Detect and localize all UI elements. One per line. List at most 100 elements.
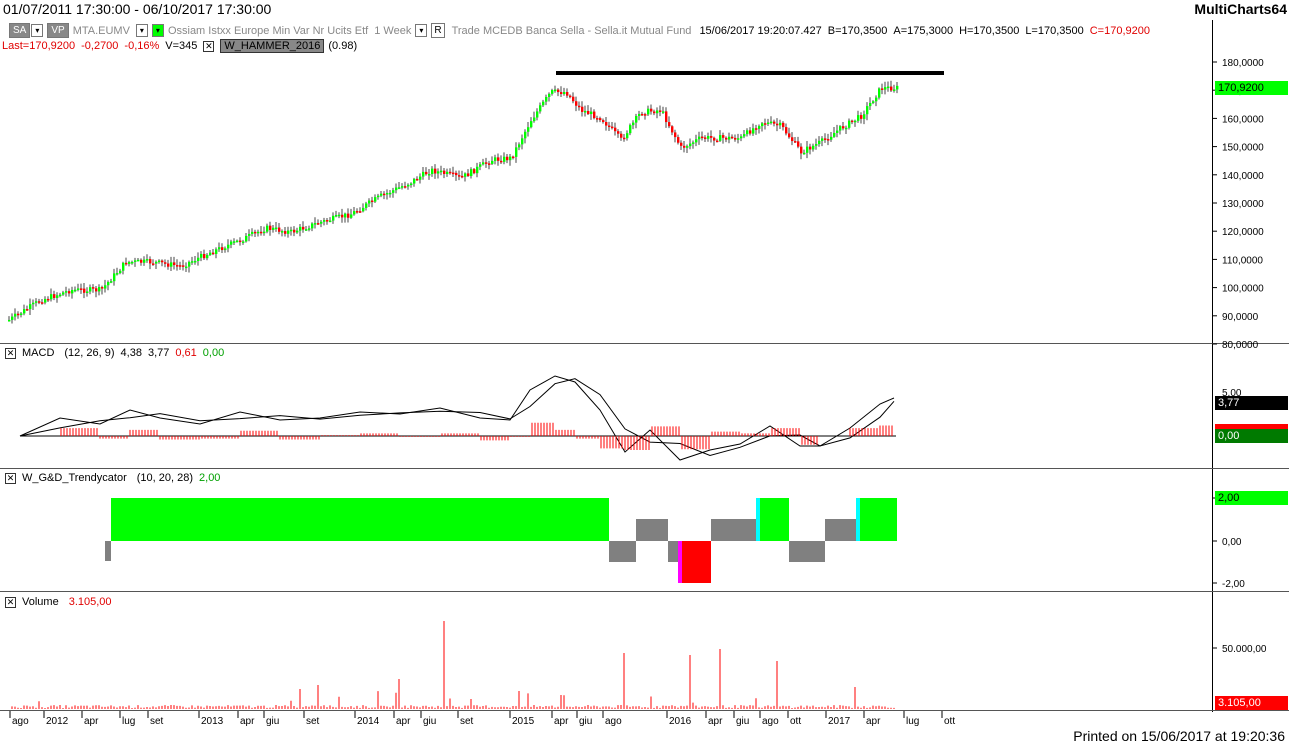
close-trend-icon[interactable]: ✕ (5, 472, 16, 484)
candle-body (845, 127, 848, 130)
candle-body (149, 259, 152, 264)
price-axis-label: 80,0000 (1222, 340, 1259, 351)
symbol-toolbar: SA ▾ VP MTA.EUMV ▾ ▾ Ossiam Istxx Europe… (9, 23, 1150, 38)
candle-body (617, 131, 620, 134)
candle-body (128, 261, 131, 264)
trend-block-grey (668, 541, 678, 562)
macd-label[interactable]: MACD (22, 347, 55, 359)
hammer-indicator-label[interactable]: W_HAMMER_2016 (220, 39, 325, 53)
sa-button[interactable]: SA (9, 23, 31, 38)
candle-body (635, 116, 638, 123)
trend-block-up (760, 498, 789, 541)
candle-body (176, 265, 179, 267)
candle-body (509, 156, 512, 161)
candle-body (446, 171, 449, 175)
pane-divider-1[interactable] (0, 343, 1289, 344)
candle-body (704, 137, 707, 139)
candle-body (671, 126, 674, 133)
x-axis-label: 2013 (201, 716, 224, 727)
trend-block-grey (105, 541, 111, 561)
candle-body (182, 265, 185, 267)
x-axis-label: set (150, 716, 164, 727)
trend-block-grey (789, 541, 825, 562)
color-toggle-icon[interactable]: ▾ (151, 24, 164, 37)
x-axis-label: 2017 (828, 716, 851, 727)
candle-body (572, 96, 575, 102)
candle-body (317, 223, 320, 225)
candle-body (365, 203, 368, 208)
macd-axis-label: 5,00 (1222, 388, 1242, 399)
candle-body (809, 146, 812, 150)
candle-body (710, 136, 713, 138)
close-volume-icon[interactable]: ✕ (5, 596, 16, 608)
candle-body (752, 128, 755, 134)
candle-body (818, 140, 821, 145)
trend-legend: ✕ W_G&D_Trendycator (10, 20, 28) 2,00 (5, 472, 220, 484)
candle-body (461, 175, 464, 178)
candle-body (242, 241, 245, 243)
candle-body (161, 260, 164, 263)
candle-body (674, 132, 677, 138)
close-indicator-icon[interactable]: ✕ (203, 40, 215, 52)
candle-body (668, 122, 671, 127)
candle-body (152, 263, 155, 265)
x-axis-label: giu (266, 716, 279, 727)
candle-body (122, 262, 125, 271)
candle-body (581, 106, 584, 112)
price-axis-label: 180,0000 (1222, 58, 1264, 69)
candle-body (239, 240, 242, 243)
low-value: L=170,3500 (1025, 24, 1084, 37)
macd-hist-neg: 0,00 (202, 347, 225, 359)
candle-body (125, 262, 128, 265)
candle-body (266, 225, 269, 232)
r-button[interactable]: R (431, 23, 445, 38)
pane-divider-3[interactable] (0, 591, 1289, 592)
candle-body (158, 260, 161, 263)
candle-body (563, 92, 566, 95)
x-axis-label: ago (605, 716, 622, 727)
last-price-tag: 170,9200 (1215, 81, 1288, 95)
pane-divider-2[interactable] (0, 468, 1289, 469)
vp-button[interactable]: VP (47, 23, 69, 38)
last-price: Last=170,9200 (2, 40, 76, 52)
trend-label[interactable]: W_G&D_Trendycator (22, 472, 127, 484)
sa-dropdown-icon[interactable]: ▾ (31, 24, 44, 37)
ask-value: A=175,3000 (893, 24, 954, 37)
candle-body (56, 295, 59, 298)
candle-body (383, 193, 386, 196)
candle-body (95, 288, 98, 292)
candle-body (353, 211, 356, 215)
candle-body (515, 147, 518, 157)
candle-body (191, 261, 194, 263)
candle-body (293, 229, 296, 233)
candle-body (677, 137, 680, 143)
volume-label[interactable]: Volume (22, 596, 59, 608)
candle-body (209, 252, 212, 255)
candle-body (740, 136, 743, 139)
trend-block-magenta (678, 541, 682, 583)
close-macd-icon[interactable]: ✕ (5, 347, 16, 359)
price-axis-label: 150,0000 (1222, 143, 1264, 154)
candle-body (278, 227, 281, 232)
candle-body (449, 171, 452, 174)
candle-body (764, 123, 767, 125)
candle-body (308, 228, 311, 230)
candle-body (875, 97, 878, 102)
candle-body (53, 294, 56, 298)
candle-body (470, 169, 473, 177)
candle-body (686, 146, 689, 148)
candle-body (815, 144, 818, 146)
symbol-dropdown-icon[interactable]: ▾ (135, 24, 148, 37)
candle-body (107, 281, 110, 286)
candle-body (719, 135, 722, 141)
candle-body (545, 97, 548, 102)
timeframe-dropdown-icon[interactable]: ▾ (415, 24, 428, 37)
x-axis-label: lug (122, 716, 135, 727)
candle-body (746, 130, 749, 135)
trend-axis-label: 0,00 (1222, 537, 1242, 548)
candle-body (386, 192, 389, 195)
candle-body (536, 111, 539, 118)
candle-body (836, 130, 839, 133)
candle-body (605, 121, 608, 126)
